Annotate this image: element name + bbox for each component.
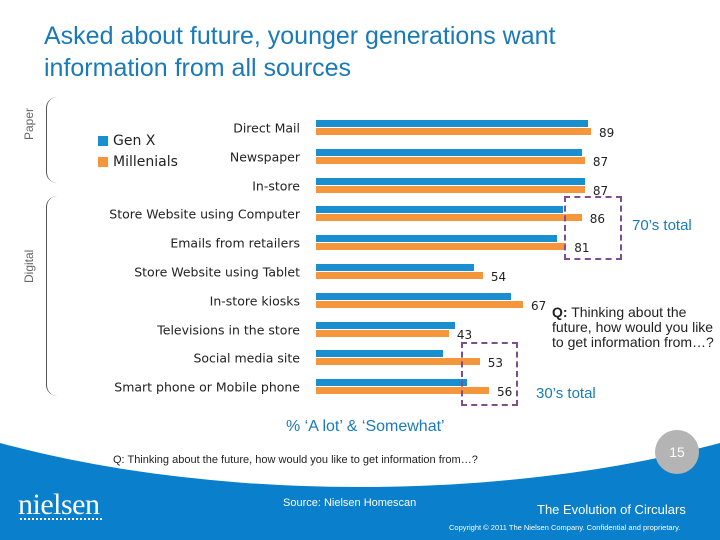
bar-gen-x bbox=[316, 264, 474, 271]
legend-swatch-gen-x bbox=[98, 136, 108, 146]
category-label: In-store bbox=[252, 178, 300, 194]
data-label: 56 bbox=[497, 385, 513, 400]
data-label: 87 bbox=[592, 154, 609, 169]
group-label-paper: Paper bbox=[22, 107, 36, 140]
bar-gen-x bbox=[316, 148, 582, 156]
legend-swatch-millenials bbox=[98, 157, 108, 167]
category-label: Emails from retailers bbox=[170, 235, 300, 251]
legend-gen-x: Gen X bbox=[98, 133, 155, 149]
measure-label: % ‘A lot’ & ‘Somewhat’ bbox=[286, 418, 445, 435]
annotation-30s-total: 30’s total bbox=[536, 385, 596, 402]
source-text: Source: Nielsen Homescan bbox=[283, 497, 417, 509]
legend-millenials: Millenials bbox=[98, 154, 178, 170]
bar-millenials bbox=[316, 387, 490, 395]
footer-question: Q: Thinking about the future, how would … bbox=[113, 454, 478, 466]
highlight-box-70s bbox=[564, 196, 622, 260]
slide-title: Asked about future, younger generations … bbox=[44, 22, 556, 82]
bar-gen-x bbox=[316, 206, 564, 214]
copyright: Copyright © 2011 The Nielsen Company. Co… bbox=[449, 523, 681, 532]
bar-gen-x bbox=[316, 292, 511, 300]
bar-millenials bbox=[316, 214, 582, 222]
legend-label: Millenials bbox=[113, 154, 178, 170]
bar-millenials bbox=[316, 243, 567, 251]
bar-gen-x bbox=[316, 350, 443, 358]
annotation-70s-total: 70’s total bbox=[632, 217, 692, 234]
category-label: Smart phone or Mobile phone bbox=[114, 379, 300, 395]
bar-millenials bbox=[316, 329, 449, 337]
bar-millenials bbox=[316, 272, 483, 279]
bar-millenials bbox=[316, 128, 591, 135]
data-label: 87 bbox=[592, 183, 609, 198]
category-label: Direct Mail bbox=[233, 120, 300, 136]
category-label: Social media site bbox=[193, 350, 300, 366]
highlight-box-30s bbox=[461, 342, 518, 406]
category-label: Televisions in the store bbox=[157, 322, 300, 338]
paper-bracket bbox=[46, 97, 57, 183]
page-number: 15 bbox=[655, 430, 699, 474]
logo-dots bbox=[20, 518, 102, 520]
data-label: 54 bbox=[490, 270, 507, 284]
data-label: 67 bbox=[531, 298, 547, 313]
category-label: Newspaper bbox=[229, 149, 300, 165]
group-label-digital: Digital bbox=[22, 249, 36, 283]
deck-title: The Evolution of Circulars bbox=[537, 502, 686, 517]
digital-bracket bbox=[46, 196, 57, 396]
category-label: Store Website using Computer bbox=[109, 206, 300, 222]
bar-gen-x bbox=[316, 379, 468, 387]
bar-millenials bbox=[316, 185, 585, 193]
question-prefix: Q: bbox=[552, 304, 568, 320]
data-label: 43 bbox=[456, 327, 473, 342]
bar-millenials bbox=[316, 300, 524, 308]
data-label: 81 bbox=[574, 241, 590, 256]
data-label: 86 bbox=[589, 212, 606, 227]
data-label: 89 bbox=[599, 126, 615, 140]
nielsen-logo: nielsen bbox=[18, 488, 100, 521]
category-label: Store Website using Tablet bbox=[134, 264, 300, 280]
question-callout: Q: Thinking about the future, how would … bbox=[552, 305, 720, 350]
data-label: 53 bbox=[487, 356, 504, 371]
bar-gen-x bbox=[316, 321, 456, 329]
bar-millenials bbox=[316, 156, 585, 164]
bar-gen-x bbox=[316, 120, 588, 127]
question-text: Thinking about the future, how would you… bbox=[552, 304, 714, 350]
bar-millenials bbox=[316, 358, 480, 366]
bar-gen-x bbox=[316, 177, 585, 185]
legend-label: Gen X bbox=[113, 133, 156, 149]
category-label: In-store kiosks bbox=[209, 293, 300, 309]
bar-gen-x bbox=[316, 235, 558, 243]
